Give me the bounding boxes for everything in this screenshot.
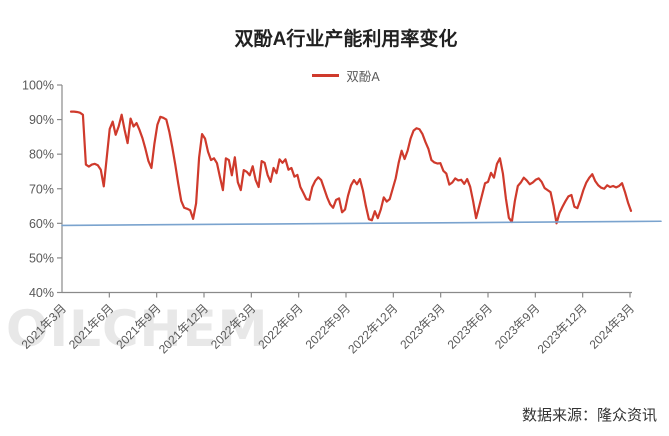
y-tick-label: 70% — [29, 182, 54, 196]
x-tick-label: 2023年3月 — [397, 301, 447, 351]
x-tick-label: 2021年3月 — [19, 301, 69, 351]
legend: 双酚A — [62, 66, 630, 85]
chart-title: 双酚A行业产能利用率变化 — [234, 29, 458, 50]
x-tick-label: 2021年6月 — [66, 301, 116, 351]
legend-label: 双酚A — [346, 70, 380, 84]
y-tick-label: 100% — [22, 79, 54, 93]
x-tick-label: 2022年6月 — [255, 301, 305, 351]
x-tick-label: 2023年12月 — [535, 301, 590, 356]
bpa-series-line — [69, 110, 633, 225]
x-tick-label: 2021年9月 — [113, 301, 163, 351]
y-tick-label: 60% — [29, 217, 54, 231]
legend-line-sample — [312, 74, 340, 77]
x-tick-label: 2021年12月 — [156, 301, 211, 356]
y-tick-label: 80% — [29, 148, 54, 162]
y-tick-label: 40% — [29, 286, 54, 300]
x-tick-label: 2023年6月 — [445, 301, 495, 351]
data-source-note: 数据来源：隆众资讯 — [521, 407, 657, 424]
x-tick-label: 2022年3月 — [208, 301, 258, 351]
watermark-text: OILCHEM — [6, 300, 269, 358]
x-tick-label: 2023年9月 — [492, 301, 542, 351]
y-tick-label: 50% — [29, 251, 54, 265]
x-tick-label: 2024年3月 — [587, 301, 637, 351]
x-tick-label: 2022年12月 — [345, 301, 400, 356]
trend-line — [61, 220, 662, 227]
x-tick-label: 2022年9月 — [303, 301, 353, 351]
y-tick-label: 90% — [29, 113, 54, 127]
